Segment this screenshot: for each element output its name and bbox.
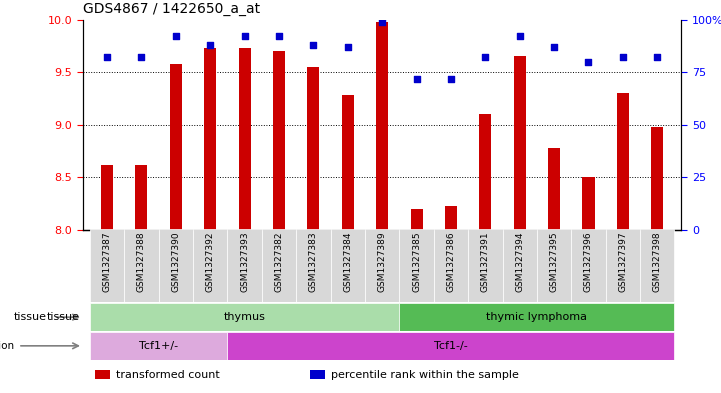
Bar (503, 229, 537, 302)
Point (549, 44, 560, 50)
Bar (136, 165, 147, 230)
Text: GSM1327384: GSM1327384 (343, 231, 353, 292)
Text: GSM1327391: GSM1327391 (481, 231, 490, 292)
Bar (513, 57, 526, 230)
Text: percentile rank within the sample: percentile rank within the sample (331, 370, 519, 380)
Bar (227, 229, 262, 302)
Point (583, 59, 594, 65)
Bar (169, 64, 182, 230)
Point (204, 42, 216, 48)
Point (342, 44, 353, 50)
Point (411, 75, 423, 82)
Text: Tcf1+/-: Tcf1+/- (139, 341, 178, 351)
Point (445, 75, 456, 82)
Bar (571, 229, 606, 302)
Bar (90, 332, 227, 360)
Text: GDS4867 / 1422650_a_at: GDS4867 / 1422650_a_at (83, 2, 260, 16)
Bar (273, 51, 285, 230)
Bar (651, 127, 663, 230)
Bar (101, 165, 113, 230)
Text: GSM1327382: GSM1327382 (275, 231, 283, 292)
Bar (399, 303, 674, 331)
Bar (606, 229, 640, 302)
Text: tissue: tissue (46, 312, 79, 322)
Text: thymic lymphoma: thymic lymphoma (487, 312, 588, 322)
Bar (159, 229, 193, 302)
Bar (227, 332, 674, 360)
Point (273, 33, 285, 40)
Point (479, 54, 491, 61)
Text: GSM1327395: GSM1327395 (549, 231, 559, 292)
Point (101, 54, 112, 61)
Text: GSM1327383: GSM1327383 (309, 231, 318, 292)
Point (376, 18, 388, 25)
Bar (193, 229, 227, 302)
Text: GSM1327386: GSM1327386 (446, 231, 456, 292)
Bar (262, 229, 296, 302)
Text: GSM1327393: GSM1327393 (240, 231, 249, 292)
Text: GSM1327390: GSM1327390 (172, 231, 180, 292)
Bar (310, 370, 325, 380)
Bar (296, 229, 330, 302)
Text: GSM1327397: GSM1327397 (619, 231, 627, 292)
Text: genotype/variation: genotype/variation (0, 341, 15, 351)
Bar (468, 229, 503, 302)
Bar (90, 303, 399, 331)
Text: GSM1327389: GSM1327389 (378, 231, 386, 292)
Point (514, 33, 526, 40)
Bar (399, 229, 434, 302)
Bar (583, 177, 595, 230)
Bar (124, 229, 159, 302)
Text: GSM1327387: GSM1327387 (102, 231, 112, 292)
Bar (410, 209, 423, 230)
Bar (239, 48, 251, 230)
Text: GSM1327392: GSM1327392 (205, 231, 215, 292)
Bar (330, 229, 365, 302)
Bar (90, 229, 124, 302)
Bar (434, 229, 468, 302)
Bar (365, 229, 399, 302)
Bar (479, 114, 491, 230)
Bar (640, 229, 674, 302)
Text: transformed count: transformed count (116, 370, 220, 380)
Point (170, 33, 182, 40)
Bar (445, 206, 457, 230)
Text: Tcf1-/-: Tcf1-/- (434, 341, 468, 351)
Bar (548, 148, 560, 230)
Text: GSM1327385: GSM1327385 (412, 231, 421, 292)
Point (308, 42, 319, 48)
Bar (617, 93, 629, 230)
Text: GSM1327398: GSM1327398 (653, 231, 662, 292)
Bar (95, 370, 110, 380)
Point (652, 54, 663, 61)
Bar (376, 22, 388, 230)
Bar (204, 48, 216, 230)
Bar (537, 229, 571, 302)
Point (136, 54, 147, 61)
Text: GSM1327388: GSM1327388 (137, 231, 146, 292)
Bar (342, 95, 354, 230)
Text: GSM1327396: GSM1327396 (584, 231, 593, 292)
Text: tissue: tissue (14, 312, 48, 322)
Point (239, 33, 250, 40)
Bar (307, 67, 319, 230)
Point (617, 54, 629, 61)
Text: GSM1327394: GSM1327394 (516, 231, 524, 292)
Text: thymus: thymus (224, 312, 265, 322)
